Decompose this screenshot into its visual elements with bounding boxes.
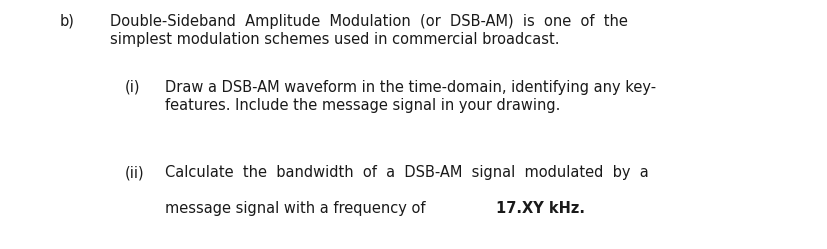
Text: message signal with a frequency of: message signal with a frequency of (165, 201, 429, 216)
Text: Double-Sideband  Amplitude  Modulation  (or  DSB-AM)  is  one  of  the: Double-Sideband Amplitude Modulation (or… (110, 14, 627, 29)
Text: b): b) (60, 14, 74, 29)
Text: (ii): (ii) (125, 165, 145, 180)
Text: Calculate  the  bandwidth  of  a  DSB-AM  signal  modulated  by  a: Calculate the bandwidth of a DSB-AM sign… (165, 165, 648, 180)
Text: (i): (i) (125, 80, 141, 95)
Text: simplest modulation schemes used in commercial broadcast.: simplest modulation schemes used in comm… (110, 32, 559, 47)
Text: features. Include the message signal in your drawing.: features. Include the message signal in … (165, 98, 560, 113)
Text: Draw a DSB-AM waveform in the time-domain, identifying any key-: Draw a DSB-AM waveform in the time-domai… (165, 80, 655, 95)
Text: 17.XY kHz.: 17.XY kHz. (496, 201, 585, 216)
